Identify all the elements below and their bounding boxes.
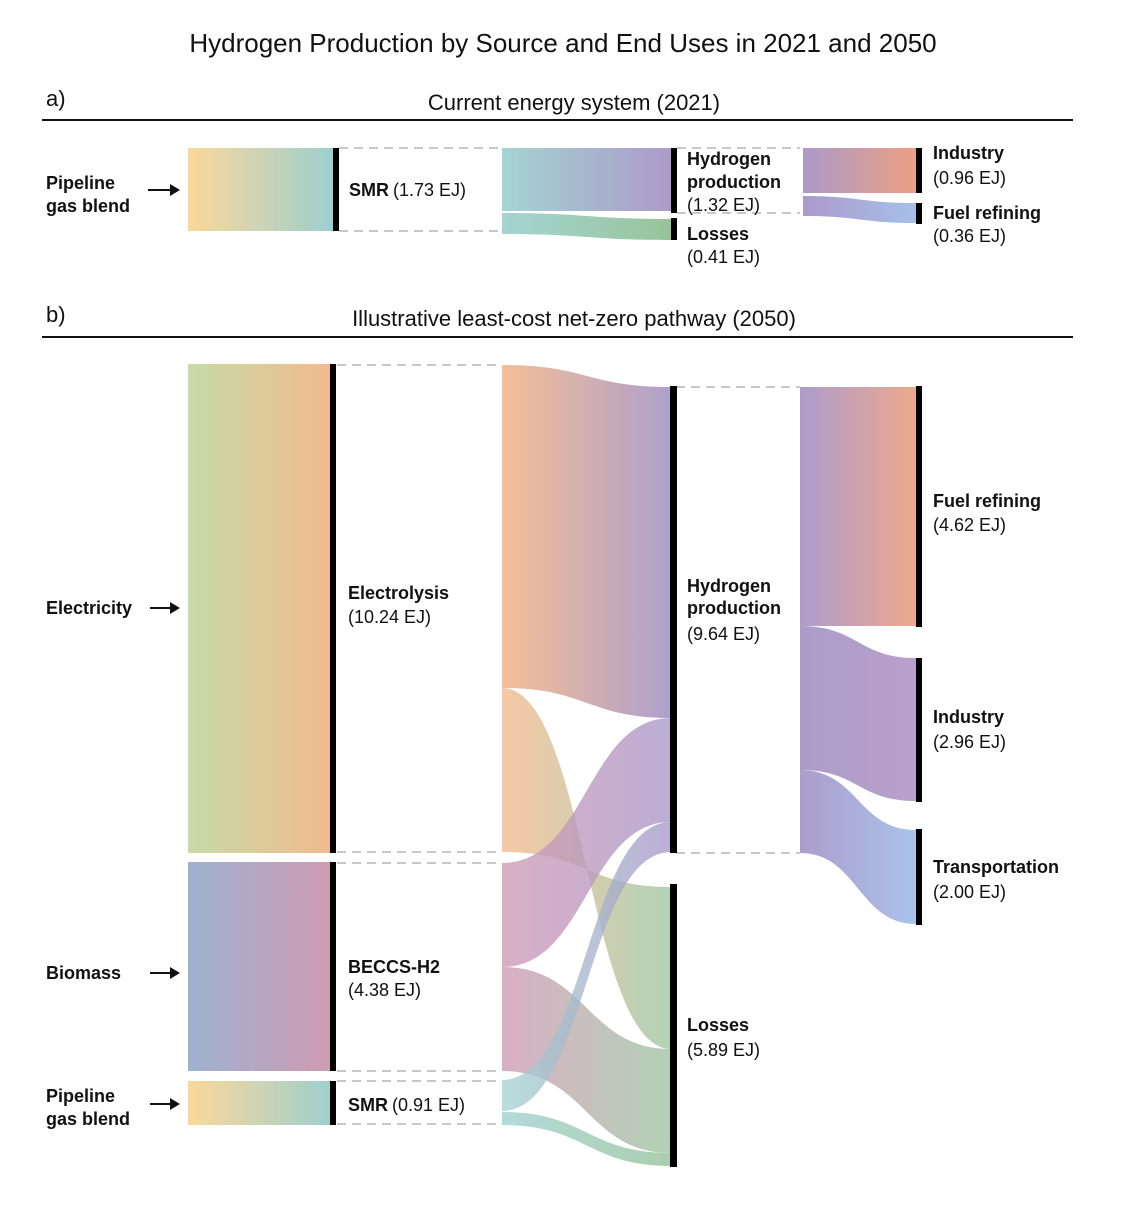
panel-a-title: Current energy system (2021) [428,90,720,115]
a-pipeline-source-band [188,148,334,231]
b-smr-node-bar [330,1081,336,1125]
figure-title: Hydrogen Production by Source and End Us… [189,28,936,58]
b-beccs-value: (4.38 EJ) [348,980,421,1000]
a-fuel-refining-value: (0.36 EJ) [933,226,1006,246]
b-flow-production-to-fuel-refining [800,387,916,626]
b-pipeline-arrow-icon [150,1098,180,1110]
b-biomass-source-band [188,862,334,1071]
a-industry-value: (0.96 EJ) [933,168,1006,188]
b-flow-production-to-transportation [800,770,916,924]
b-fuel-refining-node-bar [916,386,922,627]
b-process-dash-guides [337,364,800,1125]
a-losses-value: (0.41 EJ) [687,247,760,267]
b-production-label-line2: production [687,598,781,618]
b-pipeline-label-line2: gas blend [46,1109,130,1129]
a-flow-production-to-fuel-refining [803,196,916,223]
b-fuel-refining-value: (4.62 EJ) [933,515,1006,535]
b-production-value: (9.64 EJ) [687,624,760,644]
b-electricity-source-band [188,364,334,853]
b-industry-node-bar [916,658,922,802]
b-transportation-node-bar [916,829,922,925]
a-losses-node-bar [671,218,677,240]
b-production-node-bar [670,386,677,853]
b-industry-label: Industry [933,707,1004,727]
b-flow-production-to-industry [800,626,916,801]
a-production-label-line2: production [687,172,781,192]
b-losses-label: Losses [687,1015,749,1035]
b-fuel-refining-label: Fuel refining [933,491,1041,511]
a-production-value: (1.32 EJ) [687,195,760,215]
b-electricity-label: Electricity [46,598,132,618]
b-pipeline-source-band [188,1081,334,1125]
a-flow-smr-to-production [502,148,671,211]
b-electrolysis-value: (10.24 EJ) [348,607,431,627]
b-pipeline-label-line1: Pipeline [46,1086,115,1106]
a-fuel-refining-label: Fuel refining [933,203,1041,223]
b-flow-beccs-to-production [502,718,671,967]
a-fuel-refining-node-bar [916,203,922,224]
b-production-label-line1: Hydrogen [687,576,771,596]
a-source-label-line2: gas blend [46,196,130,216]
a-flow-smr-to-losses [502,213,671,240]
b-transportation-value: (2.00 EJ) [933,882,1006,902]
b-transportation-label: Transportation [933,857,1059,877]
b-flow-smr-to-losses [502,1112,671,1166]
b-biomass-arrow-icon [150,967,180,979]
b-electricity-arrow-icon [150,602,180,614]
b-flow-beccs-to-losses [502,967,671,1153]
b-beccs-node-bar [330,862,336,1071]
a-losses-label: Losses [687,224,749,244]
b-smr-label: SMR (0.91 EJ) [348,1095,465,1115]
a-source-label-line1: Pipeline [46,173,115,193]
b-beccs-label: BECCS-H2 [348,957,440,977]
a-industry-label: Industry [933,143,1004,163]
b-biomass-label: Biomass [46,963,121,983]
panel-b-letter: b) [46,302,66,327]
b-industry-value: (2.96 EJ) [933,732,1006,752]
a-production-label-line1: Hydrogen [687,149,771,169]
b-losses-value: (5.89 EJ) [687,1040,760,1060]
panel-a-letter: a) [46,86,66,111]
panel-b-title: Illustrative least-cost net-zero pathway… [352,306,796,331]
a-source-arrow-icon [148,184,180,196]
a-smr-label: SMR (1.73 EJ) [349,180,466,200]
b-electrolysis-label: Electrolysis [348,583,449,603]
a-smr-node-bar [333,148,339,231]
b-flow-electrolysis-to-production [502,365,671,718]
a-industry-node-bar [916,148,922,193]
b-electrolysis-node-bar [330,364,336,853]
a-production-node-bar [671,148,677,213]
a-flow-production-to-industry [803,148,916,193]
b-flow-smr-to-production [502,822,671,1111]
b-losses-node-bar [670,884,677,1167]
